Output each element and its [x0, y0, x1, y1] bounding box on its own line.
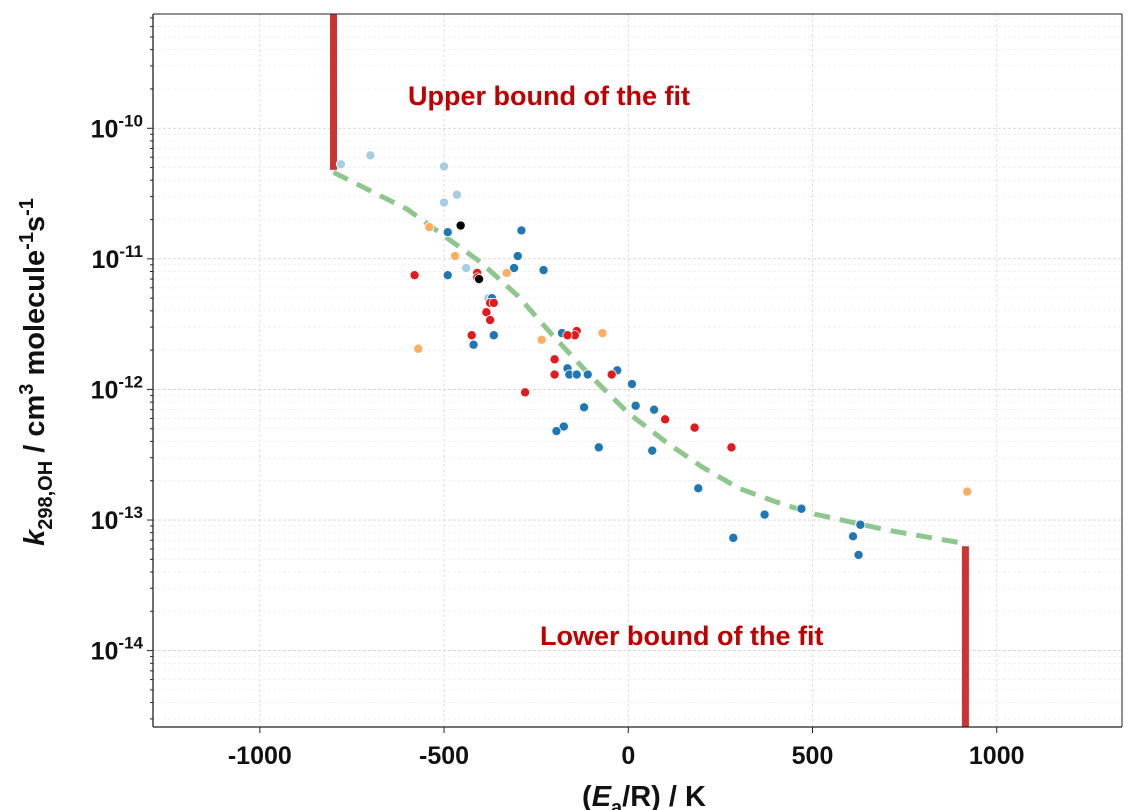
data-point: [538, 265, 549, 276]
data-point: [455, 220, 466, 231]
data-point: [442, 227, 453, 238]
data-point: [466, 330, 477, 341]
data-point: [660, 414, 671, 425]
data-point: [516, 225, 527, 236]
data-point: [549, 354, 560, 365]
x-axis-title: (Ea/R) / K: [582, 781, 706, 810]
data-point: [520, 387, 531, 398]
x-tick-label: 0: [621, 742, 635, 770]
data-point: [848, 531, 859, 542]
data-point: [474, 274, 485, 285]
data-point: [549, 369, 560, 380]
data-point: [693, 483, 704, 494]
data-point: [853, 549, 864, 560]
data-point: [439, 161, 450, 172]
x-tick-label: -500: [419, 742, 469, 770]
data-point: [558, 421, 569, 432]
data-point: [335, 159, 346, 170]
grid: [153, 14, 1122, 727]
data-point: [512, 251, 523, 262]
data-point: [488, 297, 499, 308]
data-point: [759, 509, 770, 520]
data-point: [488, 330, 499, 341]
tick-labels: -1000 -500 0 500 1000 10-14 10-13 10-12 10-11 10-…: [91, 111, 1025, 770]
y-tick-label: 10-13: [91, 503, 143, 535]
fit-bounds: [330, 14, 969, 727]
data-point: [597, 328, 608, 339]
data-point: [461, 263, 472, 274]
data-point: [509, 263, 520, 274]
x-tick-label: 500: [792, 742, 834, 770]
data-points: [335, 150, 973, 560]
y-tick-label: 10-10: [91, 111, 143, 143]
data-point: [647, 445, 658, 456]
data-point: [468, 339, 479, 350]
x-tick-label: -1000: [228, 742, 292, 770]
data-point: [689, 422, 700, 433]
data-point: [485, 315, 496, 326]
axes: [147, 13, 1123, 733]
data-point: [649, 404, 660, 415]
data-point: [451, 189, 462, 200]
data-point: [582, 369, 593, 380]
y-tick-label: 10-11: [92, 242, 143, 274]
data-point: [626, 379, 637, 390]
annotation-lower-bound: Lower bound of the fit: [540, 621, 823, 651]
data-point: [439, 197, 450, 208]
x-tick-label: 1000: [969, 742, 1025, 770]
data-point: [365, 150, 376, 161]
data-point: [630, 400, 641, 411]
data-point: [413, 343, 424, 354]
data-point: [855, 519, 866, 530]
annotation-upper-bound: Upper bound of the fit: [408, 81, 690, 111]
data-point: [450, 251, 461, 262]
data-point: [728, 532, 739, 543]
data-point: [606, 369, 617, 380]
y-tick-label: 10-12: [91, 372, 143, 404]
fit-curve: [332, 170, 966, 547]
fit-curve-group: [332, 170, 966, 547]
data-point: [726, 442, 737, 453]
data-point: [562, 330, 573, 341]
y-axis-title: k298,OH / cm3 molecule-1s-1: [16, 198, 57, 546]
data-point: [962, 486, 973, 497]
data-point: [442, 270, 453, 281]
data-point: [579, 402, 590, 413]
y-tick-label: 10-14: [91, 634, 144, 666]
data-point: [536, 334, 547, 345]
data-point: [796, 503, 807, 514]
data-point: [501, 267, 512, 278]
data-point: [551, 426, 562, 437]
data-point: [593, 442, 604, 453]
data-point: [571, 369, 582, 380]
data-point: [424, 222, 435, 233]
data-point: [409, 270, 420, 281]
